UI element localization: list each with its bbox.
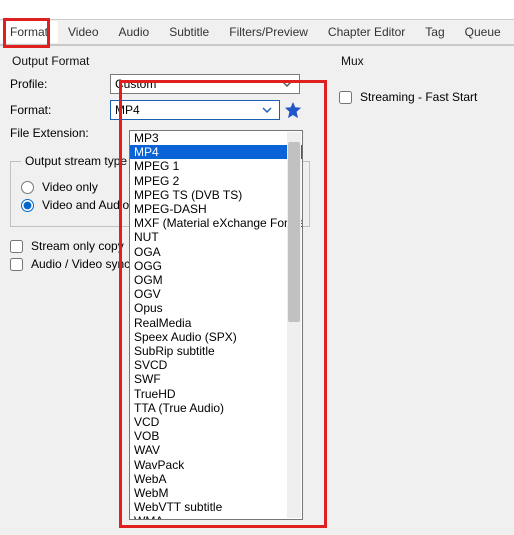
- blank-top-strip: [0, 0, 514, 20]
- format-option[interactable]: TrueHD: [130, 387, 302, 401]
- format-option[interactable]: MXF (Material eXchange Format): [130, 216, 302, 230]
- format-option[interactable]: Speex Audio (SPX): [130, 330, 302, 344]
- format-label: Format:: [10, 103, 110, 117]
- format-option[interactable]: OGA: [130, 245, 302, 259]
- format-option[interactable]: OGM: [130, 273, 302, 287]
- format-option[interactable]: SVCD: [130, 358, 302, 372]
- format-option[interactable]: RealMedia: [130, 316, 302, 330]
- format-option[interactable]: SubRip subtitle: [130, 344, 302, 358]
- streaming-fast-start-label: Streaming - Fast Start: [360, 90, 477, 104]
- stream-only-label: Stream only copy: [31, 239, 124, 253]
- scrollbar-thumb[interactable]: [288, 142, 300, 322]
- format-option[interactable]: WavPack: [130, 458, 302, 472]
- tab-filters-preview[interactable]: Filters/Preview: [219, 21, 318, 43]
- mux-title: Mux: [341, 54, 504, 68]
- file-extension-label: File Extension:: [10, 126, 110, 140]
- tab-chapter-editor[interactable]: Chapter Editor: [318, 21, 415, 43]
- format-value: MP4: [115, 103, 140, 117]
- format-option[interactable]: MP4: [130, 145, 302, 159]
- format-option[interactable]: SWF: [130, 372, 302, 386]
- format-option[interactable]: VCD: [130, 415, 302, 429]
- tab-format[interactable]: Format: [0, 21, 58, 43]
- format-option[interactable]: MPEG 1: [130, 159, 302, 173]
- format-option[interactable]: WebM: [130, 486, 302, 500]
- profile-dropdown[interactable]: Custom: [110, 74, 300, 94]
- output-stream-type-legend: Output stream type: [21, 154, 131, 168]
- format-option[interactable]: OGV: [130, 287, 302, 301]
- av-sync-label: Audio / Video sync: [31, 257, 130, 271]
- format-option[interactable]: OGG: [130, 259, 302, 273]
- profile-label: Profile:: [10, 77, 110, 91]
- format-option[interactable]: WAV: [130, 443, 302, 457]
- tab-video[interactable]: Video: [58, 21, 108, 43]
- tab-queue[interactable]: Queue: [455, 21, 511, 43]
- streaming-fast-start-checkbox[interactable]: Streaming - Fast Start: [339, 90, 504, 104]
- format-option[interactable]: WMA: [130, 514, 302, 520]
- favorite-star-icon[interactable]: [284, 101, 302, 119]
- video-and-audio-label: Video and Audio: [42, 198, 129, 212]
- format-option[interactable]: WebA: [130, 472, 302, 486]
- video-only-label: Video only: [42, 180, 98, 194]
- scrollbar[interactable]: [287, 132, 301, 518]
- format-option[interactable]: MP3: [130, 131, 302, 145]
- format-option[interactable]: Opus: [130, 301, 302, 315]
- format-option[interactable]: WebVTT subtitle: [130, 500, 302, 514]
- tab-audio[interactable]: Audio: [109, 21, 160, 43]
- format-dropdown[interactable]: MP4: [110, 100, 280, 120]
- output-format-title: Output Format: [12, 54, 339, 68]
- chevron-down-icon: [279, 76, 295, 92]
- profile-value: Custom: [115, 77, 156, 91]
- tab-subtitle[interactable]: Subtitle: [159, 21, 219, 43]
- format-option[interactable]: VOB: [130, 429, 302, 443]
- format-option[interactable]: NUT: [130, 230, 302, 244]
- format-dropdown-list[interactable]: MP3MP4MPEG 1MPEG 2MPEG TS (DVB TS)MPEG-D…: [129, 130, 303, 520]
- format-option[interactable]: MPEG TS (DVB TS): [130, 188, 302, 202]
- tab-tag[interactable]: Tag: [415, 21, 454, 43]
- format-option[interactable]: TTA (True Audio): [130, 401, 302, 415]
- chevron-down-icon: [259, 102, 275, 118]
- format-option[interactable]: MPEG-DASH: [130, 202, 302, 216]
- tab-bar: FormatVideoAudioSubtitleFilters/PreviewC…: [0, 20, 514, 46]
- format-option[interactable]: MPEG 2: [130, 174, 302, 188]
